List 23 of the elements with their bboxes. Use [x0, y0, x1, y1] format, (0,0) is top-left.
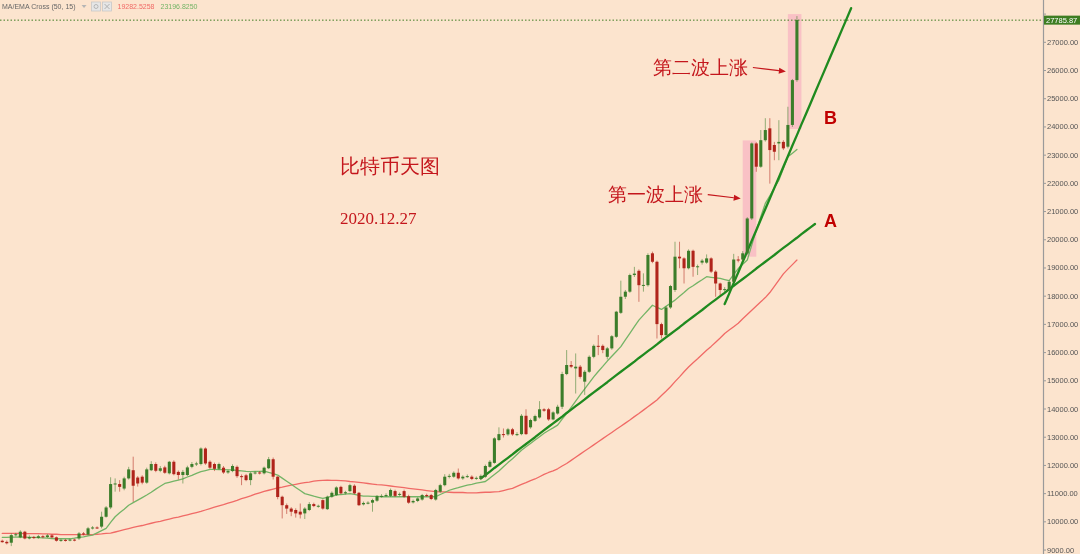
candlestick [474, 475, 478, 481]
annotation: 第二波上涨 [652, 57, 748, 79]
candlestick [330, 490, 334, 499]
series-label: B [823, 108, 837, 129]
candlestick [384, 492, 388, 498]
candlestick [700, 258, 704, 266]
candlestick [50, 533, 54, 539]
candlestick [190, 461, 194, 469]
candlestick [465, 473, 469, 479]
candlestick [68, 537, 72, 542]
text: 2020.12.27 [340, 208, 417, 228]
candlestick [501, 427, 505, 438]
series-label: A [823, 210, 837, 231]
candlestick [479, 473, 483, 481]
candlestick [113, 477, 117, 493]
candlestick [696, 264, 700, 276]
annotation: 第一波上涨 [607, 184, 703, 206]
candlestick [226, 469, 230, 475]
candlestick [253, 470, 257, 475]
text: 比特币天图 [340, 155, 440, 177]
candlestick [181, 469, 185, 484]
candlestick [240, 473, 244, 486]
candlestick [515, 431, 519, 437]
